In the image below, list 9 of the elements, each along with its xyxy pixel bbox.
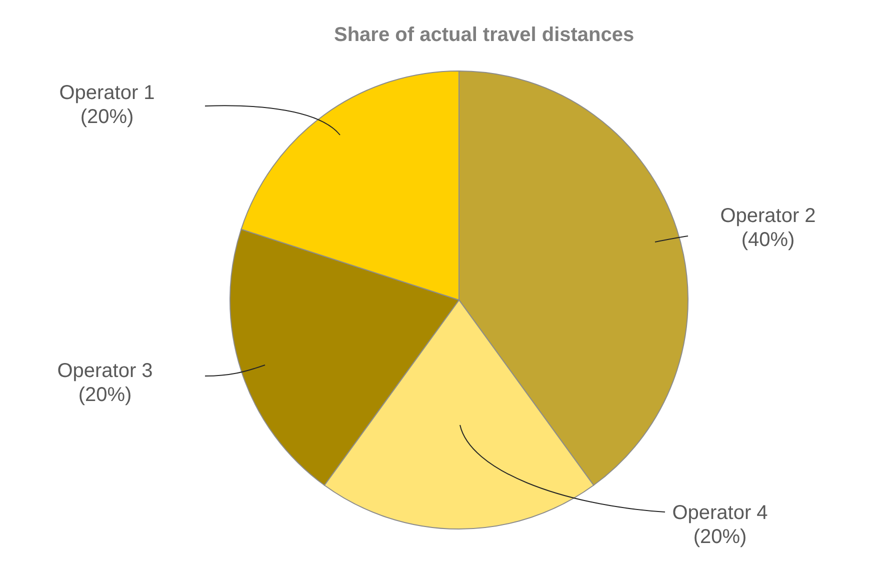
- slice-label: Operator 3: [57, 360, 153, 382]
- slice-label: Operator 2: [720, 205, 816, 227]
- data-label: (40%): [741, 229, 795, 251]
- data-label: (20%): [693, 526, 747, 548]
- data-label: (20%): [80, 106, 134, 128]
- data-label: (20%): [78, 384, 132, 406]
- slice-label: Operator 4: [672, 502, 768, 524]
- chart-title: Share of actual travel distances: [334, 24, 634, 46]
- slice-label: Operator 1: [59, 82, 155, 104]
